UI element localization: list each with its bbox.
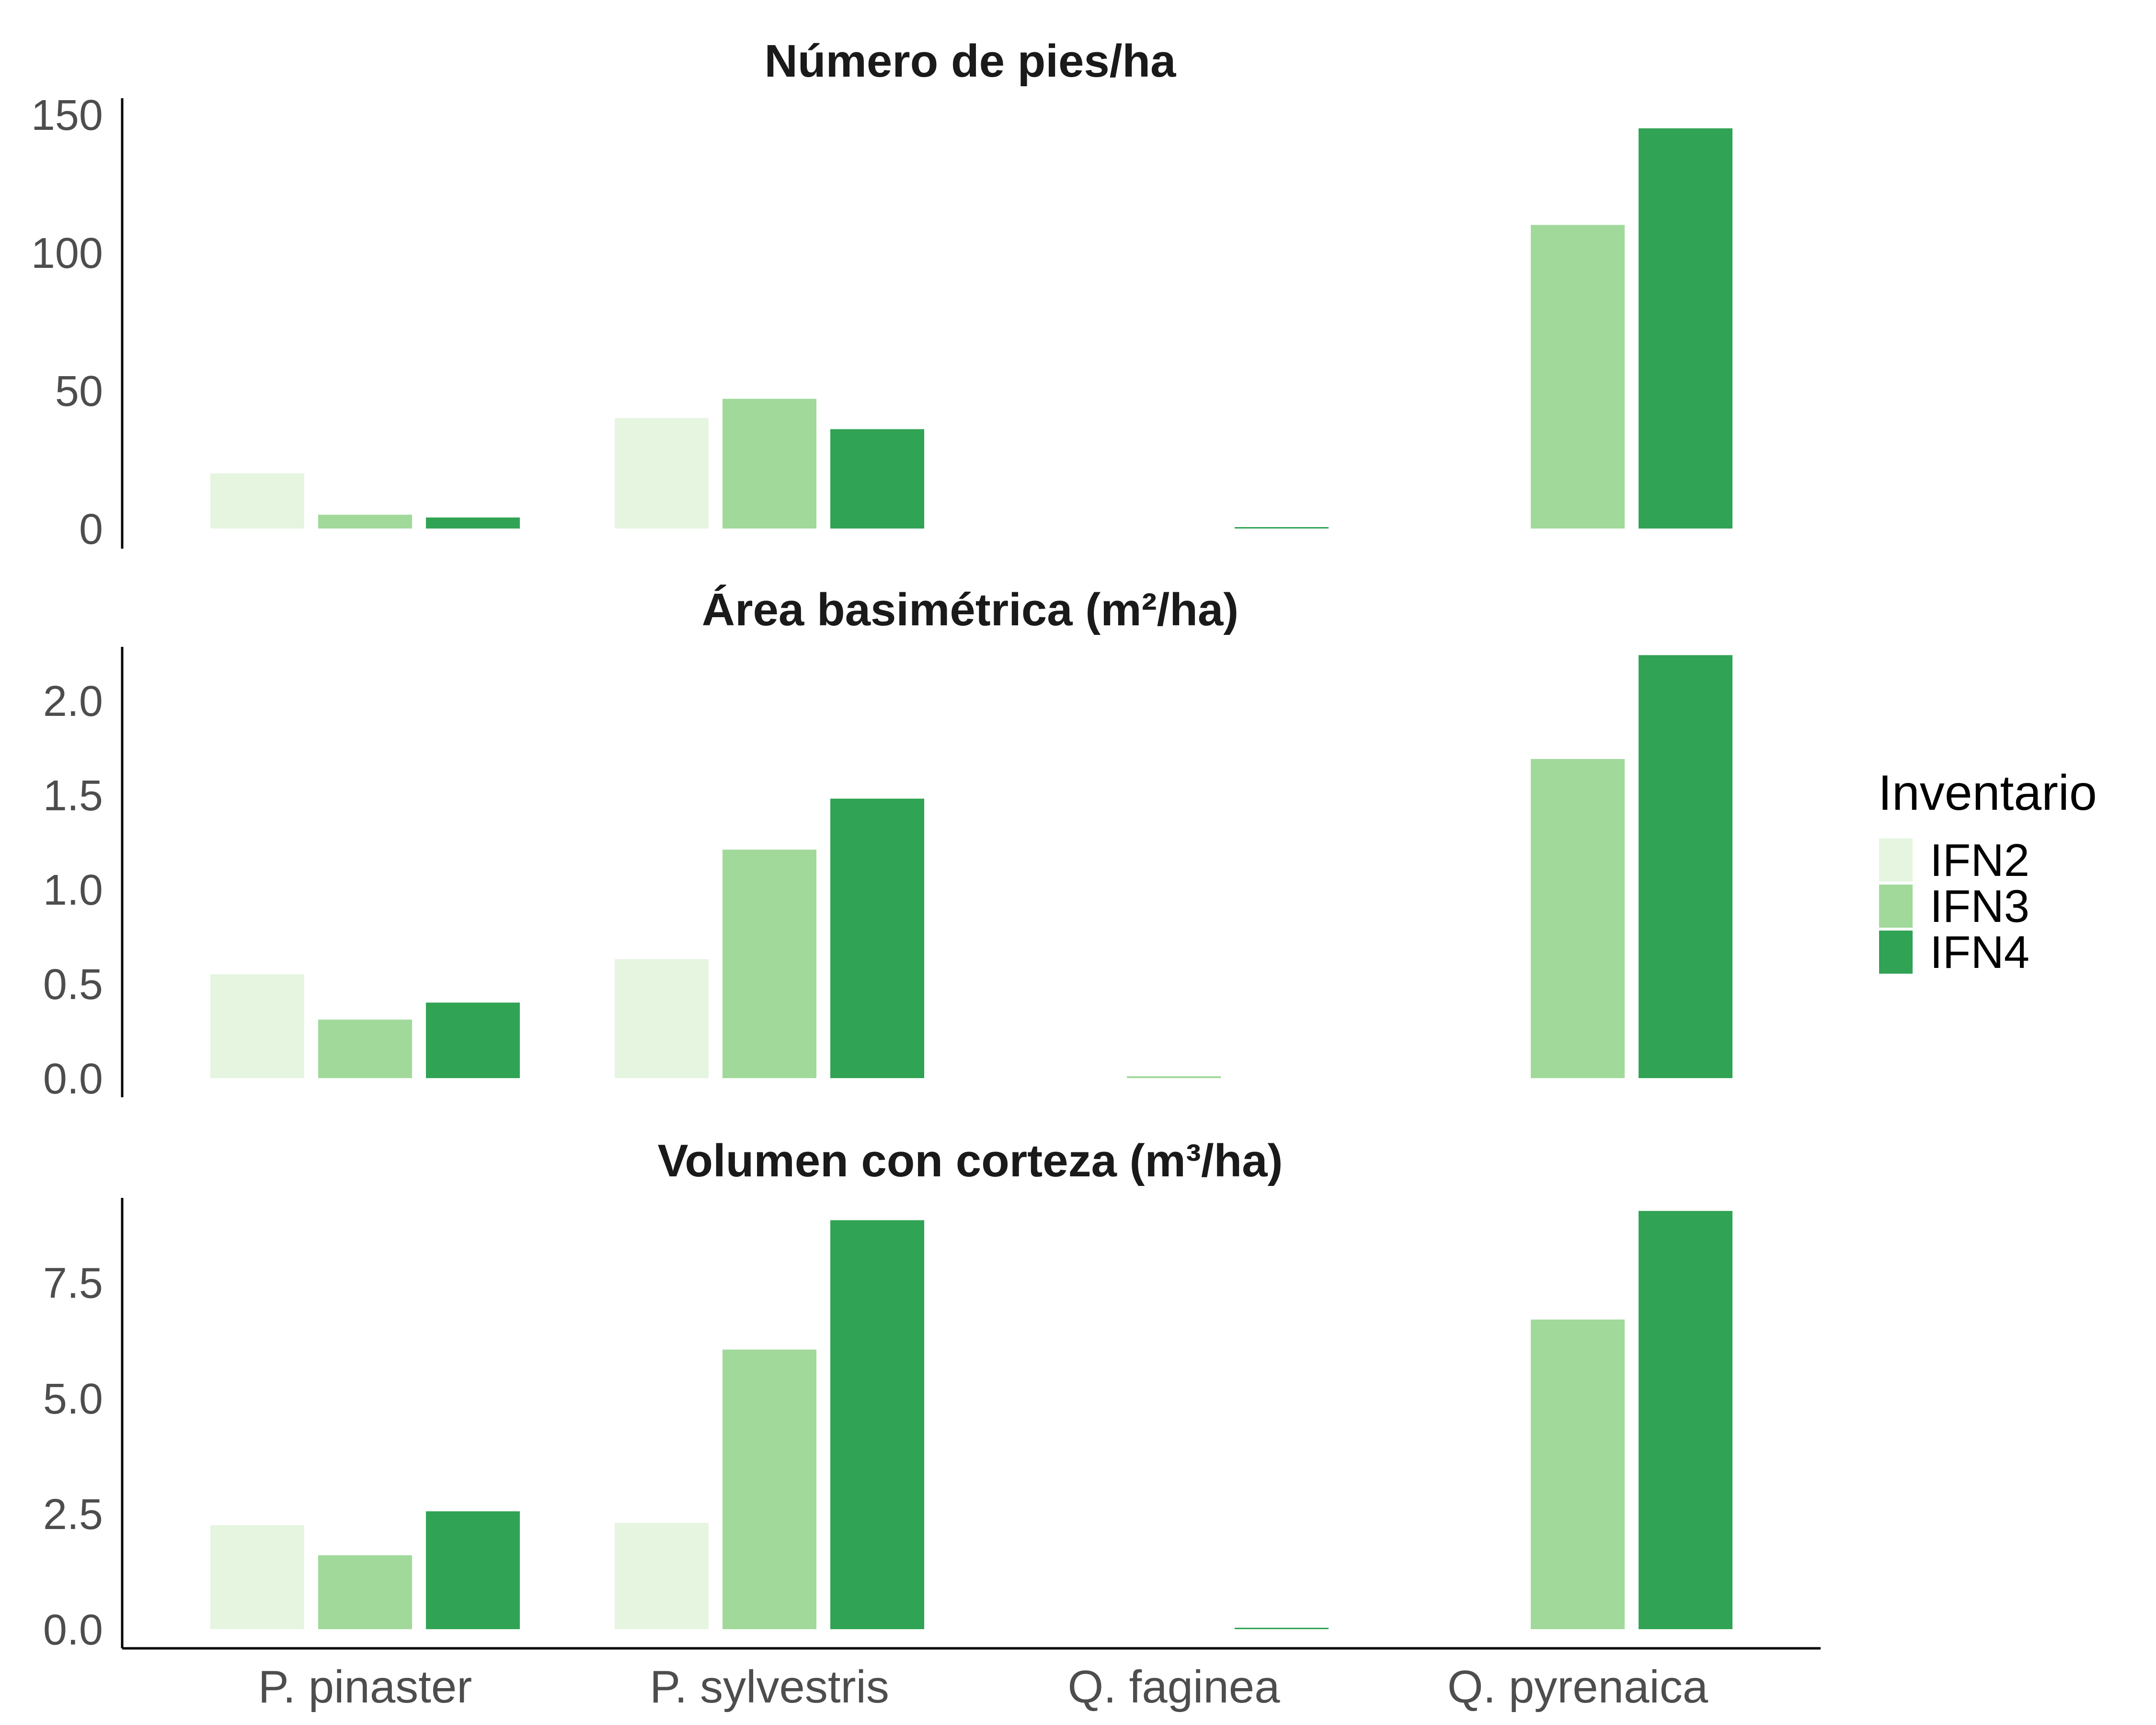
bar-ifn2-1 [210, 473, 304, 529]
bar-ifn3-2 [722, 399, 816, 529]
panels: Número de pies/ha 0 50 100 150 Área basimétri… [31, 35, 1821, 1654]
x-tick-label: P. pinaster [258, 1661, 472, 1713]
x-tick-label: Q. faginea [1068, 1661, 1281, 1713]
legend-swatch-ifn4 [1879, 931, 1913, 974]
bar-ifn3-1 [318, 1019, 412, 1078]
y-tick-label: 1.5 [43, 772, 103, 820]
y-tick-label: 0.0 [43, 1606, 103, 1654]
y-tick-label: 2.5 [43, 1491, 103, 1539]
bar-ifn2-1 [210, 1525, 304, 1629]
y-tick-label: 150 [31, 92, 103, 139]
y-tick-label: 0 [79, 506, 103, 553]
y-tick-label: 0.0 [43, 1055, 103, 1103]
bar-ifn3-1 [318, 1555, 412, 1629]
bar-ifn3-2 [722, 1349, 816, 1629]
x-axis-category-labels: P. pinaster P. sylvestris Q. faginea Q. pyr… [258, 1661, 1709, 1713]
bar-ifn3-1 [318, 515, 412, 529]
bar-ifn4-2 [830, 429, 924, 529]
bar-ifn3-4 [1531, 1319, 1625, 1629]
bar-ifn2-2 [615, 1523, 709, 1629]
y-tick-label: 7.5 [43, 1260, 103, 1308]
bar-ifn2-1 [210, 974, 304, 1078]
panel-title: Área basimétrica (m²/ha) [702, 584, 1239, 635]
bar-ifn4-1 [426, 517, 520, 529]
legend-label-ifn2: IFN2 [1930, 835, 2030, 886]
y-tick-label: 100 [31, 230, 103, 277]
y-tick-label: 0.5 [43, 961, 103, 1009]
y-tick-label: 1.0 [43, 866, 103, 914]
bar-ifn4-4 [1639, 1211, 1732, 1629]
bar-ifn2-2 [615, 418, 709, 529]
panel-title: Número de pies/ha [765, 35, 1177, 87]
y-tick-label: 2.0 [43, 678, 103, 725]
bar-ifn3-2 [722, 850, 816, 1078]
y-tick-label: 5.0 [43, 1375, 103, 1423]
bar-ifn3-3 [1127, 1076, 1221, 1078]
bar-ifn4-2 [830, 798, 924, 1078]
legend-swatch-ifn2 [1879, 839, 1913, 882]
panel-title: Volumen con corteza (m³/ha) [657, 1135, 1283, 1186]
y-tick-label: 50 [55, 368, 103, 415]
legend-swatch-ifn3 [1879, 885, 1913, 928]
x-tick-label: P. sylvestris [650, 1661, 889, 1713]
bar-ifn4-4 [1639, 655, 1732, 1078]
x-tick-label: Q. pyrenaica [1447, 1661, 1709, 1713]
panel-2: Área basimétrica (m²/ha) 0.0 0.5 1.0 1.5 2.0 [43, 584, 1732, 1103]
legend-label-ifn4: IFN4 [1930, 927, 2030, 978]
panel-1: Número de pies/ha 0 50 100 150 [31, 35, 1732, 553]
bar-ifn3-4 [1531, 759, 1625, 1078]
bar-ifn4-1 [426, 1511, 520, 1629]
bar-ifn4-4 [1639, 128, 1732, 529]
bar-ifn2-2 [615, 959, 709, 1078]
panel-3: Volumen con corteza (m³/ha) 0.0 2.5 5.0 7.5 [43, 1135, 1732, 1654]
bar-ifn4-2 [830, 1220, 924, 1629]
legend-label-ifn3: IFN3 [1930, 881, 2030, 932]
bar-ifn4-3 [1235, 527, 1329, 529]
bar-ifn3-4 [1531, 225, 1625, 529]
legend-title: Inventario [1878, 765, 2097, 821]
bar-ifn4-3 [1235, 1628, 1329, 1629]
bar-ifn4-1 [426, 1002, 520, 1078]
